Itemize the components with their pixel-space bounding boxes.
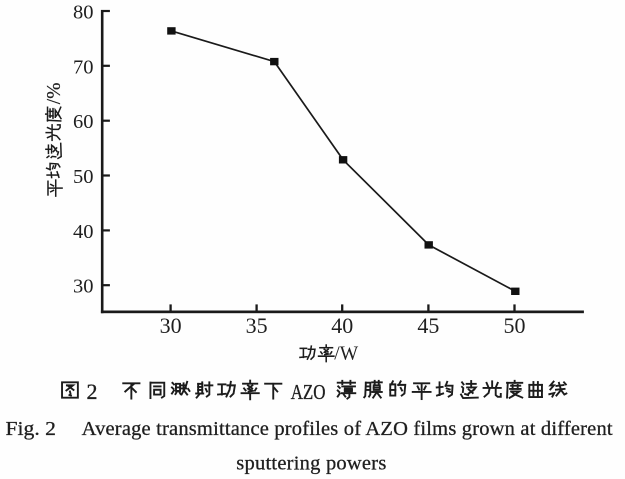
svg-text:/%: /% [44, 83, 65, 105]
svg-text:40: 40 [331, 313, 353, 338]
svg-text:2: 2 [87, 379, 98, 404]
svg-text:70: 70 [73, 56, 94, 78]
svg-text:30: 30 [73, 276, 94, 298]
svg-text:AZO: AZO [291, 380, 326, 404]
svg-text:50: 50 [73, 166, 94, 188]
svg-text:Average transmittance profiles: Average transmittance profiles of AZO fi… [82, 418, 613, 440]
svg-text:80: 80 [73, 2, 94, 24]
svg-text:50: 50 [504, 313, 526, 338]
svg-text:/W: /W [334, 344, 358, 365]
svg-text:Fig. 2: Fig. 2 [6, 418, 57, 440]
svg-text:60: 60 [73, 111, 94, 133]
svg-text:sputtering powers: sputtering powers [236, 453, 386, 475]
svg-text:40: 40 [73, 221, 94, 243]
svg-text:35: 35 [246, 313, 268, 338]
svg-text:30: 30 [160, 313, 182, 338]
svg-text:45: 45 [417, 313, 439, 338]
